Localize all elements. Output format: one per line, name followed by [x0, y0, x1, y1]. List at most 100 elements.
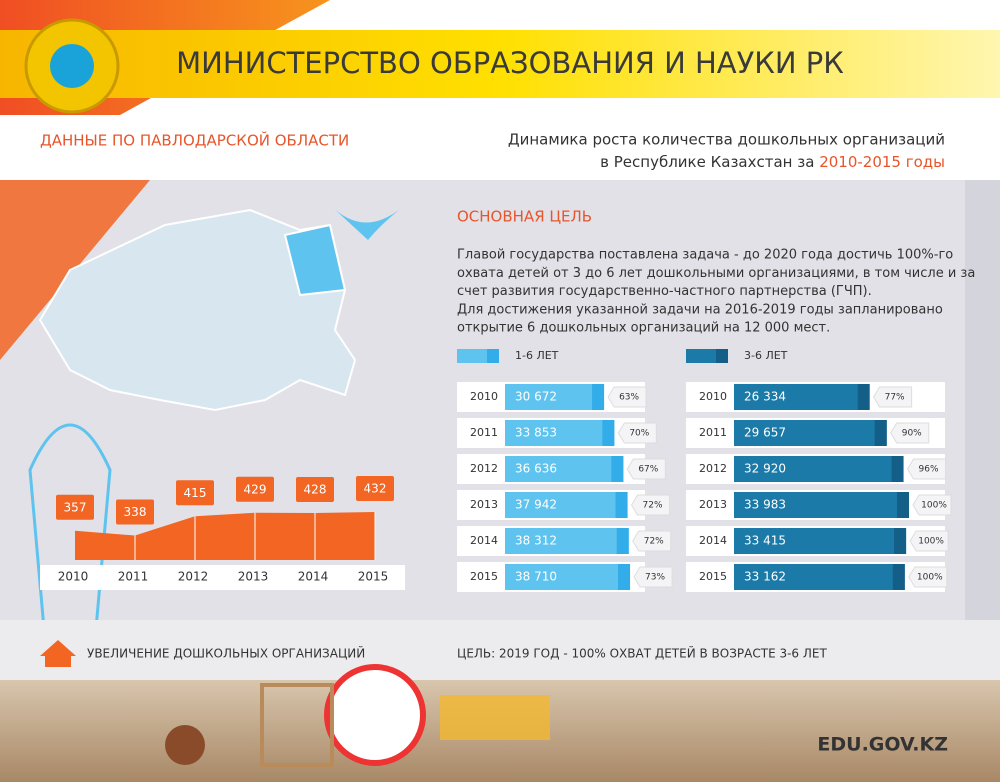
value-label: 33 415	[744, 534, 786, 548]
value-label: 36 636	[515, 462, 557, 476]
bar	[505, 492, 628, 518]
site: EDU.GOV.KZ	[817, 734, 948, 756]
subtitle-text: в Республике Казахстан за	[600, 153, 819, 171]
x-tick-label: 2012	[178, 570, 209, 584]
value-label: 432	[364, 482, 387, 496]
label-box	[56, 494, 94, 520]
footer-goal: ЦЕЛЬ: 2019 ГОД - 100% ОХВАТ ДЕТЕЙ В ВОЗР…	[457, 646, 827, 661]
value-label: 428	[304, 483, 327, 497]
coverage-tag	[906, 458, 947, 480]
coverage-tag	[890, 422, 930, 444]
legend-label: 3-6 ЛЕТ	[744, 349, 788, 362]
goal-line: открытие 6 дошкольных организаций на 12 …	[457, 321, 830, 336]
bar-accent	[857, 384, 870, 410]
bar	[505, 564, 631, 590]
bar	[734, 420, 887, 446]
x-tick-label: 2014	[298, 570, 329, 584]
bar-accent	[592, 384, 605, 410]
value-label: 38 312	[515, 534, 557, 548]
goal-line: счет развития государственно-частного па…	[457, 284, 872, 299]
bar	[505, 528, 629, 554]
bar	[734, 564, 905, 590]
caption-band	[0, 620, 1000, 680]
value-label: 415	[184, 486, 207, 500]
label-box	[296, 477, 334, 502]
abacus	[260, 683, 334, 767]
bar	[734, 528, 907, 554]
value-label: 26 334	[744, 390, 786, 404]
emblem-center	[50, 44, 94, 88]
coverage-tag	[912, 494, 952, 516]
banner	[0, 30, 1000, 98]
bar	[734, 384, 870, 410]
coverage-label: 67%	[638, 465, 658, 475]
coverage-tag	[632, 530, 672, 552]
y-tick-label: 2012	[470, 462, 498, 475]
bar-accent	[891, 456, 904, 482]
coverage-label: 100%	[921, 501, 947, 511]
label-box	[236, 476, 274, 502]
coverage-label: 72%	[643, 501, 663, 511]
bar-accent	[892, 564, 905, 590]
y-tick-label: 2015	[699, 570, 727, 583]
bar	[505, 420, 615, 446]
value-label: 33 853	[515, 426, 557, 440]
coverage-label: 77%	[885, 393, 905, 403]
value-label: 338	[124, 505, 147, 519]
bar	[505, 384, 605, 410]
coverage-tag	[873, 386, 913, 408]
value-label: 29 657	[744, 426, 786, 440]
subtitle-highlight: 2010-2015 годы	[819, 153, 945, 171]
coverage-label: 72%	[644, 537, 664, 547]
goal-title: ОСНОВНАЯ ЦЕЛЬ	[457, 208, 592, 226]
bar	[734, 456, 904, 482]
x-tick-label: 2010	[58, 570, 89, 584]
goal-line: охвата детей от 3 до 6 лет дошкольными о…	[457, 266, 975, 281]
bar-accent	[602, 420, 615, 446]
coverage-tag	[626, 458, 666, 480]
y-tick-label: 2012	[699, 462, 727, 475]
year-strip	[40, 565, 405, 590]
coverage-label: 70%	[629, 429, 649, 439]
goal-text: Главой государства поставлена задача - д…	[457, 248, 975, 336]
value-label: 33 162	[744, 570, 786, 584]
value-label: 33 983	[744, 498, 786, 512]
bar-accent	[874, 420, 887, 446]
y-tick-label: 2011	[470, 426, 498, 439]
y-tick-label: 2015	[470, 570, 498, 583]
coverage-label: 100%	[918, 537, 944, 547]
coverage-tag	[607, 386, 647, 408]
value-label: 429	[244, 482, 267, 496]
bar	[505, 456, 624, 482]
map-region	[283, 223, 347, 297]
eagle	[330, 205, 405, 240]
y-tick-label: 2014	[699, 534, 727, 547]
legend-swatch-accent	[716, 349, 728, 363]
coverage-label: 100%	[917, 573, 943, 583]
x-tick-label: 2015	[358, 570, 389, 584]
label-box	[176, 480, 214, 506]
coverage-label: 90%	[902, 429, 922, 439]
y-tick-label: 2013	[699, 498, 727, 511]
coverage-tag	[617, 422, 657, 444]
coverage-tag	[630, 494, 671, 516]
x-tick-label: 2013	[238, 570, 269, 584]
bar-accent	[618, 564, 631, 590]
region-label: ДАННЫЕ ПО ПАВЛОДАРСКОЙ ОБЛАСТИ	[40, 131, 349, 150]
subtitle: в Республике Казахстан за 2010-2015 годы	[600, 153, 945, 171]
y-tick-label: 2013	[470, 498, 498, 511]
y-tick-label: 2014	[470, 534, 498, 547]
map	[38, 208, 357, 412]
ornament	[965, 180, 1000, 680]
label-box	[356, 476, 394, 501]
value-label: 30 672	[515, 390, 557, 404]
bar-accent	[894, 528, 907, 554]
coverage-tag	[633, 566, 673, 588]
toys	[440, 695, 550, 740]
goal-line: Для достижения указанной задачи на 2016-…	[457, 302, 943, 317]
value-label: 32 920	[744, 462, 786, 476]
coverage-tag	[908, 566, 948, 588]
bar-accent	[611, 456, 624, 482]
bar-accent	[616, 528, 629, 554]
